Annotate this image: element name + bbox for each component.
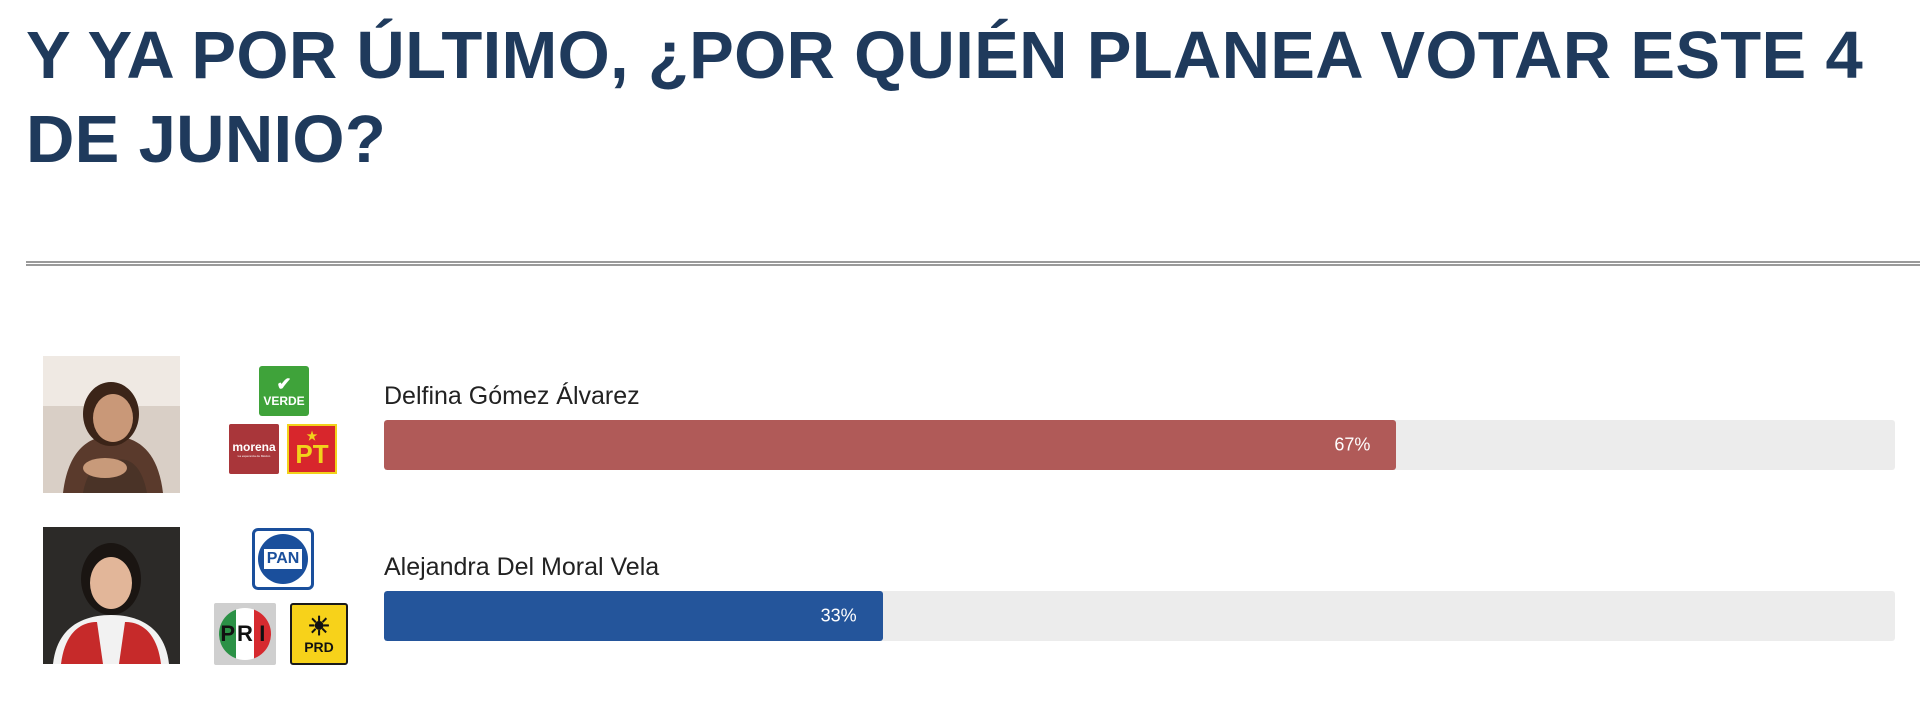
verde-logo: ✔ VERDE	[259, 366, 309, 416]
bar-value-label: 33%	[820, 605, 857, 626]
candidate-photo	[43, 356, 180, 493]
pri-circle: P R I	[219, 608, 271, 660]
toucan-icon: ✔	[276, 374, 292, 394]
pri-r: R	[236, 608, 254, 660]
bar-fill: 67%	[384, 420, 1397, 470]
candidate-name: Alejandra Del Moral Vela	[384, 553, 660, 581]
candidate-row: ✔ VERDE morena La esperanza de México ★ …	[0, 354, 1920, 494]
prd-label: PRD	[304, 639, 334, 655]
candidate-row: PAN P R I ☀ PRD Alejandra Del Moral Vela…	[0, 525, 1920, 665]
pt-logo: ★ PT	[287, 424, 337, 474]
party-logos: PAN P R I ☀ PRD	[214, 525, 364, 665]
morena-sub-label: La esperanza de México	[237, 454, 271, 458]
pan-circle: PAN	[258, 534, 308, 584]
prd-logo: ☀ PRD	[290, 603, 348, 665]
pan-label: PAN	[263, 549, 303, 569]
page-title: Y YA POR ÚLTIMO, ¿POR QUIÉN PLANEA VOTAR…	[26, 18, 1864, 177]
party-logos: ✔ VERDE morena La esperanza de México ★ …	[214, 354, 364, 494]
star-icon: ★	[306, 429, 318, 443]
sun-icon: ☀	[307, 611, 331, 641]
candidate-name: Delfina Gómez Álvarez	[384, 382, 640, 410]
bar-value-label: 67%	[1334, 434, 1371, 455]
pri-p: P	[219, 608, 237, 660]
pri-logo: P R I	[214, 603, 276, 665]
pt-label: PT	[295, 439, 329, 469]
bar-track: 33%	[384, 591, 1895, 641]
pan-logo: PAN	[252, 528, 314, 590]
bar-track: 67%	[384, 420, 1895, 470]
verde-label: VERDE	[263, 394, 305, 408]
bar-fill: 33%	[384, 591, 883, 641]
candidate-photo	[43, 527, 180, 664]
pri-i: I	[253, 608, 271, 660]
morena-label: morena	[232, 440, 276, 454]
divider	[26, 261, 1920, 266]
morena-logo: morena La esperanza de México	[229, 424, 279, 474]
